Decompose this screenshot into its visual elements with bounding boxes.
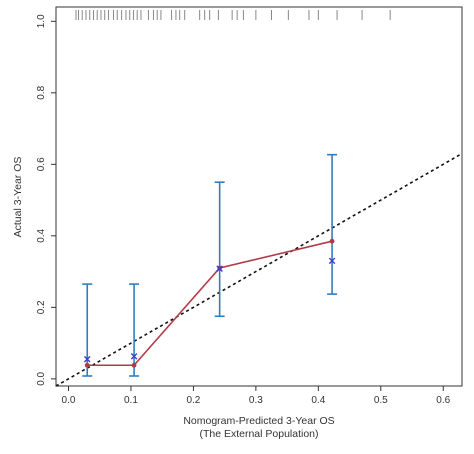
y-tick-label: 0.6 <box>36 157 47 171</box>
observed-point <box>84 362 90 368</box>
corrected-point <box>216 265 223 273</box>
corrected-point <box>130 353 138 360</box>
reference-line-layer <box>55 152 463 387</box>
corrected-point <box>83 355 91 363</box>
x-tick-label: 0.5 <box>374 395 388 406</box>
x-tick-label: 0.6 <box>436 395 450 406</box>
y-tick-label: 0.8 <box>36 85 47 99</box>
x-tick-label: 0.3 <box>249 395 263 406</box>
reference-line <box>55 152 463 387</box>
observed-line <box>87 240 333 367</box>
corrected-point <box>328 257 336 265</box>
y-axis-label: Actual 3-Year OS <box>12 157 24 238</box>
rug-marks <box>75 10 391 20</box>
y-tick-label: 0.0 <box>36 371 47 385</box>
observed-point <box>131 362 137 368</box>
x-axis: 0.0 0.1 0.2 0.3 0.4 0.5 0.6 <box>62 386 451 406</box>
observed-point <box>329 238 335 244</box>
corrected-point-stroke <box>328 257 336 265</box>
y-axis: 0.0 0.2 0.4 0.6 0.8 1.0 <box>36 14 56 386</box>
y-tick-label: 0.4 <box>36 228 47 242</box>
corrected-point-stroke <box>216 265 223 273</box>
x-tick-label: 0.1 <box>124 395 138 406</box>
x-tick-label: 0.0 <box>62 395 76 406</box>
y-tick-label: 0.2 <box>36 300 47 314</box>
y-tick-label: 1.0 <box>36 14 47 28</box>
corrected-point-stroke <box>130 353 138 360</box>
corrected-point-stroke <box>83 355 91 363</box>
x-axis-label: Nomogram-Predicted 3-Year OS <box>183 415 334 427</box>
x-tick-label: 0.2 <box>186 395 200 406</box>
corrected-series <box>83 257 336 363</box>
x-tick-label: 0.4 <box>311 395 325 406</box>
error-bars <box>82 153 338 377</box>
plot-frame <box>55 6 463 387</box>
observed-series <box>84 238 335 368</box>
x-axis-sublabel: (The External Population) <box>199 428 318 440</box>
